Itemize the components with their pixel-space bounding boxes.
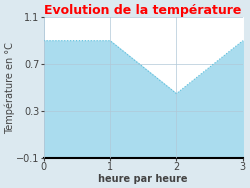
Title: Evolution de la température: Evolution de la température xyxy=(44,4,242,17)
Y-axis label: Température en °C: Température en °C xyxy=(4,42,15,134)
X-axis label: heure par heure: heure par heure xyxy=(98,174,188,184)
